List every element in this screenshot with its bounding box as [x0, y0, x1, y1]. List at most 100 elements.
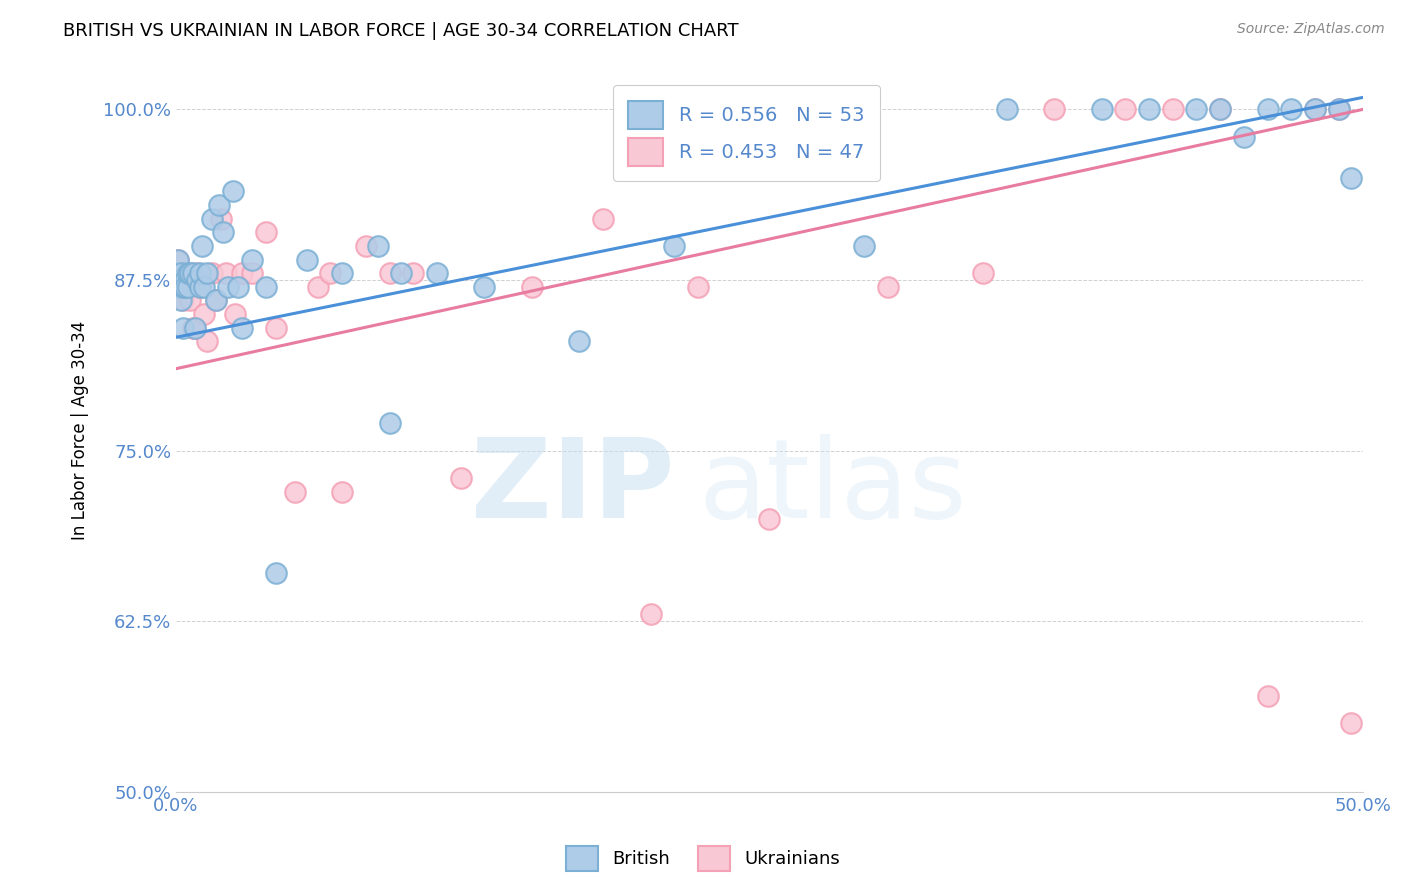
- Legend: British, Ukrainians: British, Ukrainians: [558, 838, 848, 879]
- Point: [215, 266, 238, 280]
- Text: BRITISH VS UKRAINIAN IN LABOR FORCE | AGE 30-34 CORRELATION CHART: BRITISH VS UKRAINIAN IN LABOR FORCE | AG…: [63, 22, 740, 40]
- Point: [186, 273, 208, 287]
- Point: [217, 280, 239, 294]
- Point: [995, 103, 1018, 117]
- Point: [212, 225, 235, 239]
- Point: [188, 280, 211, 294]
- Point: [208, 198, 231, 212]
- Point: [193, 280, 215, 294]
- Point: [295, 252, 318, 267]
- Point: [177, 280, 200, 294]
- Point: [181, 320, 204, 334]
- Point: [378, 266, 401, 280]
- Point: [167, 266, 190, 280]
- Point: [1257, 689, 1279, 703]
- Point: [1090, 103, 1112, 117]
- Point: [1209, 103, 1232, 117]
- Point: [177, 280, 200, 294]
- Point: [191, 239, 214, 253]
- Point: [402, 266, 425, 280]
- Point: [264, 320, 287, 334]
- Point: [231, 320, 253, 334]
- Point: [592, 211, 614, 226]
- Point: [877, 280, 900, 294]
- Point: [972, 266, 994, 280]
- Point: [330, 484, 353, 499]
- Point: [1257, 103, 1279, 117]
- Point: [200, 266, 222, 280]
- Point: [170, 293, 193, 308]
- Point: [184, 320, 207, 334]
- Point: [1161, 103, 1184, 117]
- Point: [284, 484, 307, 499]
- Legend: R = 0.556   N = 53, R = 0.453   N = 47: R = 0.556 N = 53, R = 0.453 N = 47: [613, 86, 880, 181]
- Point: [222, 184, 245, 198]
- Point: [179, 266, 201, 280]
- Point: [853, 239, 876, 253]
- Point: [1303, 103, 1326, 117]
- Point: [378, 417, 401, 431]
- Point: [520, 280, 543, 294]
- Point: [167, 252, 190, 267]
- Point: [640, 607, 662, 622]
- Point: [354, 239, 377, 253]
- Text: ZIP: ZIP: [471, 434, 675, 541]
- Point: [1327, 103, 1350, 117]
- Point: [174, 280, 197, 294]
- Point: [193, 307, 215, 321]
- Point: [319, 266, 342, 280]
- Point: [1185, 103, 1208, 117]
- Point: [209, 211, 232, 226]
- Point: [1209, 103, 1232, 117]
- Point: [170, 273, 193, 287]
- Y-axis label: In Labor Force | Age 30-34: In Labor Force | Age 30-34: [72, 320, 89, 540]
- Point: [1279, 103, 1302, 117]
- Point: [200, 211, 222, 226]
- Point: [330, 266, 353, 280]
- Point: [367, 239, 389, 253]
- Point: [167, 280, 190, 294]
- Point: [186, 266, 208, 280]
- Point: [172, 266, 194, 280]
- Point: [240, 266, 263, 280]
- Point: [1137, 103, 1160, 117]
- Point: [1327, 103, 1350, 117]
- Point: [174, 273, 197, 287]
- Point: [226, 280, 249, 294]
- Point: [1340, 170, 1362, 185]
- Point: [254, 280, 277, 294]
- Point: [179, 293, 201, 308]
- Point: [450, 471, 472, 485]
- Point: [568, 334, 591, 349]
- Point: [167, 266, 190, 280]
- Text: atlas: atlas: [699, 434, 966, 541]
- Point: [195, 334, 218, 349]
- Text: Source: ZipAtlas.com: Source: ZipAtlas.com: [1237, 22, 1385, 37]
- Point: [1233, 129, 1256, 144]
- Point: [188, 280, 211, 294]
- Point: [170, 280, 193, 294]
- Point: [1043, 103, 1066, 117]
- Point: [188, 266, 211, 280]
- Point: [174, 280, 197, 294]
- Point: [170, 266, 193, 280]
- Point: [205, 293, 228, 308]
- Point: [172, 320, 194, 334]
- Point: [688, 280, 710, 294]
- Point: [224, 307, 246, 321]
- Point: [1114, 103, 1136, 117]
- Point: [184, 320, 207, 334]
- Point: [205, 293, 228, 308]
- Point: [167, 252, 190, 267]
- Point: [177, 266, 200, 280]
- Point: [264, 566, 287, 581]
- Point: [1303, 103, 1326, 117]
- Point: [240, 252, 263, 267]
- Point: [181, 266, 204, 280]
- Point: [474, 280, 496, 294]
- Point: [426, 266, 449, 280]
- Point: [391, 266, 413, 280]
- Point: [254, 225, 277, 239]
- Point: [231, 266, 253, 280]
- Point: [307, 280, 329, 294]
